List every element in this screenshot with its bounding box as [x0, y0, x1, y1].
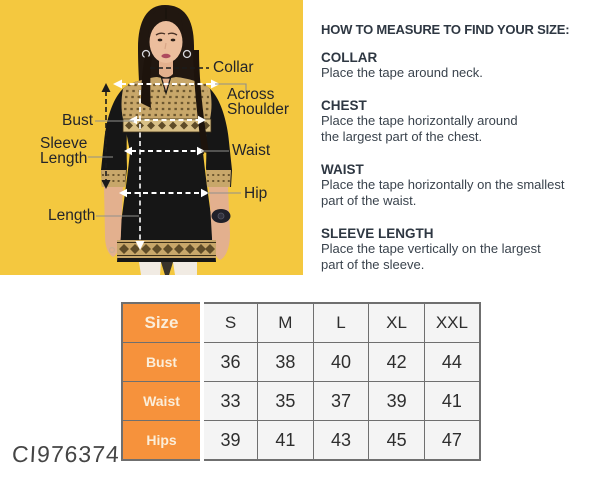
section-line: Place the tape horizontally on the small…	[321, 177, 565, 192]
value-cell: 38	[257, 342, 314, 382]
model-figure	[101, 5, 232, 275]
product-code-watermark: CI976374	[11, 441, 121, 467]
size-col-m: M	[257, 302, 314, 343]
row-label: Bust	[121, 342, 204, 382]
instruction-section-chest: CHEST Place the tape horizontally around…	[321, 98, 593, 145]
waist-label: Waist	[232, 142, 271, 159]
section-heading: SLEEVE LENGTH	[321, 226, 434, 241]
section-line: part of the sleeve.	[321, 257, 425, 272]
size-col-xxl: XXL	[423, 302, 481, 343]
table-header-row: Size S M L XL XXL	[121, 302, 481, 343]
value-cell: 40	[312, 342, 370, 382]
length-label: Length	[48, 207, 96, 224]
value-cell: 35	[257, 381, 314, 421]
value-cell: 33	[201, 381, 259, 421]
section-line: part of the waist.	[321, 193, 417, 208]
size-col-xl: XL	[368, 302, 425, 343]
across-shoulder-label: Across Shoulder	[227, 86, 290, 118]
table-row-waist: Waist 33 35 37 39 41	[121, 381, 481, 421]
section-line: Place the tape vertically on the largest	[321, 241, 541, 256]
table-row-hips: Hips 39 41 43 45 47	[121, 420, 481, 461]
value-cell: 42	[368, 342, 425, 382]
section-line: Place the tape around neck.	[321, 65, 483, 80]
earring-right	[182, 49, 192, 59]
instructions-title: HOW TO MEASURE TO FIND YOUR SIZE:	[321, 22, 570, 37]
section-heading: CHEST	[321, 98, 367, 113]
size-col-s: S	[201, 302, 259, 343]
instruction-section-collar: COLLAR Place the tape around neck.	[321, 50, 593, 81]
hip-label: Hip	[244, 185, 268, 202]
collar-label: Collar	[213, 59, 254, 76]
size-col-l: L	[312, 302, 370, 343]
section-line: Place the tape horizontally around	[321, 113, 518, 128]
table-row-bust: Bust 36 38 40 42 44	[121, 342, 481, 382]
size-chart-table: Size S M L XL XXL Bust 36 38 40 42 44 Wa…	[121, 302, 481, 461]
sleeve-length-label: Sleeve Length	[40, 135, 88, 167]
bust-label: Bust	[62, 112, 94, 129]
value-cell: 41	[257, 420, 314, 461]
value-cell: 43	[312, 420, 370, 461]
label-connectors	[88, 83, 247, 217]
value-cell: 45	[368, 420, 425, 461]
instruction-section-waist: WAIST Place the tape horizontally on the…	[321, 162, 593, 209]
section-heading: WAIST	[321, 162, 364, 177]
value-cell: 39	[201, 420, 259, 461]
measurement-lines	[88, 67, 247, 250]
measurement-figure	[0, 0, 303, 275]
section-line: the largest part of the chest.	[321, 129, 483, 144]
section-heading: COLLAR	[321, 50, 378, 65]
row-label: Waist	[121, 381, 204, 421]
value-cell: 44	[423, 342, 481, 382]
value-cell: 36	[201, 342, 259, 382]
size-header-cell: Size	[121, 302, 204, 343]
measurement-diagram-panel: Collar Across Shoulder Bust Sleeve Lengt…	[0, 0, 303, 275]
value-cell: 39	[368, 381, 425, 421]
value-cell: 37	[312, 381, 370, 421]
row-label: Hips	[121, 420, 204, 461]
measure-instructions: HOW TO MEASURE TO FIND YOUR SIZE: COLLAR…	[321, 22, 593, 290]
ring	[108, 247, 115, 254]
value-cell: 47	[423, 420, 481, 461]
value-cell: 41	[423, 381, 481, 421]
instruction-section-sleeve-length: SLEEVE LENGTH Place the tape vertically …	[321, 226, 593, 273]
